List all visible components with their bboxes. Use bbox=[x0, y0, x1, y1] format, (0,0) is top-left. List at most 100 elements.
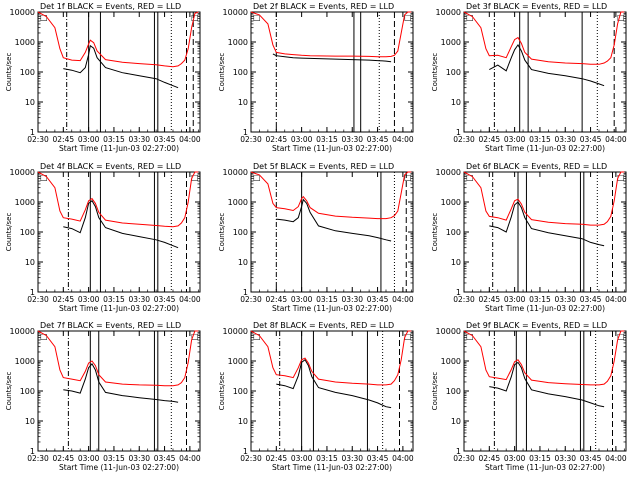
x-axis-label: Start Time (11-Jun-03 02:27:00) bbox=[59, 144, 179, 153]
x-tick-label: 02:30 bbox=[453, 135, 475, 144]
corner-marker: □ bbox=[404, 13, 412, 22]
y-tick-label: 100 bbox=[233, 387, 248, 396]
y-axis-label: Counts/sec bbox=[5, 372, 13, 411]
panel-title: Det 2f BLACK = Events, RED = LLD bbox=[253, 2, 394, 11]
y-tick-label: 1 bbox=[30, 288, 35, 297]
x-tick-label: 03:00 bbox=[78, 135, 100, 144]
x-tick-label: 03:45 bbox=[580, 135, 602, 144]
x-tick-label: 03:30 bbox=[554, 454, 576, 463]
y-tick-label: 1000 bbox=[15, 38, 35, 47]
x-tick-label: 02:30 bbox=[453, 295, 475, 304]
plot-frame bbox=[37, 330, 201, 452]
x-tick-label: 03:30 bbox=[128, 295, 150, 304]
y-tick-label: 10000 bbox=[436, 168, 461, 177]
panel-title: Det 8f BLACK = Events, RED = LLD bbox=[253, 321, 394, 330]
x-tick-label: 02:45 bbox=[266, 135, 288, 144]
x-tick-label: 04:00 bbox=[392, 454, 414, 463]
panel-1: Det 1f BLACK = Events, RED = LLD 1 10 100 10… bbox=[5, 2, 201, 153]
y-tick-label: 10000 bbox=[10, 327, 35, 336]
y-tick-label: 10000 bbox=[223, 8, 248, 17]
x-tick-label: 03:00 bbox=[504, 295, 526, 304]
y-tick-label: 1 bbox=[456, 288, 461, 297]
lld-series-line bbox=[463, 330, 625, 386]
x-axis-label: Start Time (11-Jun-03 02:27:00) bbox=[59, 463, 179, 472]
x-tick-label: 03:30 bbox=[128, 454, 150, 463]
y-tick-label: 100 bbox=[446, 68, 461, 77]
y-tick-label: 100 bbox=[20, 387, 35, 396]
y-tick-label: 10 bbox=[238, 417, 248, 426]
panel-8: Det 8f BLACK = Events, RED = LLD 1 10 100 10… bbox=[218, 321, 414, 472]
corner-marker: □ bbox=[191, 332, 199, 341]
y-tick-label: 10 bbox=[451, 417, 461, 426]
y-axis-label: Counts/sec bbox=[431, 372, 439, 411]
x-axis-label: Start Time (11-Jun-03 02:27:00) bbox=[485, 304, 605, 313]
events-series-line bbox=[63, 44, 179, 89]
x-tick-label: 03:30 bbox=[554, 135, 576, 144]
y-axis-label: Counts/sec bbox=[218, 53, 226, 92]
y-tick-label: 100 bbox=[20, 228, 35, 237]
y-tick-label: 1000 bbox=[228, 357, 248, 366]
x-tick-label: 02:30 bbox=[240, 135, 262, 144]
panel-5: Det 5f BLACK = Events, RED = LLD 1 10 100 10… bbox=[218, 162, 414, 313]
events-series-line bbox=[276, 198, 392, 242]
lld-series-line bbox=[250, 11, 412, 58]
lld-series-line bbox=[37, 171, 199, 228]
x-tick-label: 04:00 bbox=[179, 454, 201, 463]
panel-3: Det 3f BLACK = Events, RED = LLD 1 10 100 10… bbox=[431, 2, 627, 153]
x-tick-label: 02:45 bbox=[53, 135, 75, 144]
x-tick-label: 04:00 bbox=[392, 295, 414, 304]
y-tick-label: 1 bbox=[30, 447, 35, 456]
panel-2: Det 2f BLACK = Events, RED = LLD 1 10 100 10… bbox=[218, 2, 414, 153]
corner-marker: □ bbox=[404, 173, 412, 182]
y-tick-label: 100 bbox=[233, 228, 248, 237]
x-tick-label: 04:00 bbox=[605, 135, 627, 144]
x-tick-label: 02:45 bbox=[266, 454, 288, 463]
lld-series-line bbox=[463, 171, 625, 226]
events-series-line bbox=[489, 201, 605, 247]
y-axis-label: Counts/sec bbox=[5, 213, 13, 252]
y-tick-label: 100 bbox=[446, 387, 461, 396]
x-tick-label: 03:15 bbox=[529, 135, 551, 144]
x-tick-label: 03:00 bbox=[291, 295, 313, 304]
x-tick-label: 03:45 bbox=[154, 135, 176, 144]
lld-series-line bbox=[463, 11, 625, 65]
corner-marker: □ bbox=[40, 173, 48, 182]
x-tick-label: 03:30 bbox=[341, 295, 363, 304]
x-tick-label: 02:30 bbox=[453, 454, 475, 463]
x-tick-label: 03:15 bbox=[316, 454, 338, 463]
y-tick-label: 100 bbox=[20, 68, 35, 77]
y-tick-label: 10000 bbox=[436, 8, 461, 17]
x-tick-label: 03:45 bbox=[580, 295, 602, 304]
corner-marker: □ bbox=[617, 173, 625, 182]
x-tick-label: 03:45 bbox=[367, 295, 389, 304]
y-axis-label: Counts/sec bbox=[431, 213, 439, 252]
corner-marker: □ bbox=[404, 332, 412, 341]
y-tick-label: 10 bbox=[25, 258, 35, 267]
y-tick-label: 1000 bbox=[15, 357, 35, 366]
events-series-line bbox=[489, 43, 605, 87]
y-tick-label: 10000 bbox=[10, 8, 35, 17]
y-tick-label: 10000 bbox=[436, 327, 461, 336]
x-tick-label: 03:45 bbox=[154, 454, 176, 463]
x-tick-label: 02:30 bbox=[240, 295, 262, 304]
y-axis-label: Counts/sec bbox=[5, 53, 13, 92]
corner-marker: □ bbox=[40, 13, 48, 22]
y-tick-label: 10 bbox=[451, 258, 461, 267]
y-tick-label: 1000 bbox=[15, 198, 35, 207]
lld-series-line bbox=[37, 330, 199, 387]
panel-4: Det 4f BLACK = Events, RED = LLD 1 10 100 10… bbox=[5, 162, 201, 313]
x-tick-label: 03:00 bbox=[291, 135, 313, 144]
x-tick-label: 02:45 bbox=[479, 454, 501, 463]
events-series-line bbox=[276, 359, 392, 409]
corner-marker: □ bbox=[253, 173, 261, 182]
x-tick-label: 03:15 bbox=[103, 454, 125, 463]
x-tick-label: 02:30 bbox=[240, 454, 262, 463]
corner-marker: □ bbox=[253, 332, 261, 341]
x-tick-label: 03:15 bbox=[529, 454, 551, 463]
x-tick-label: 02:45 bbox=[479, 295, 501, 304]
y-axis-label: Counts/sec bbox=[431, 53, 439, 92]
x-tick-label: 03:00 bbox=[78, 454, 100, 463]
panel-title: Det 1f BLACK = Events, RED = LLD bbox=[40, 2, 181, 11]
x-tick-label: 02:30 bbox=[27, 454, 49, 463]
